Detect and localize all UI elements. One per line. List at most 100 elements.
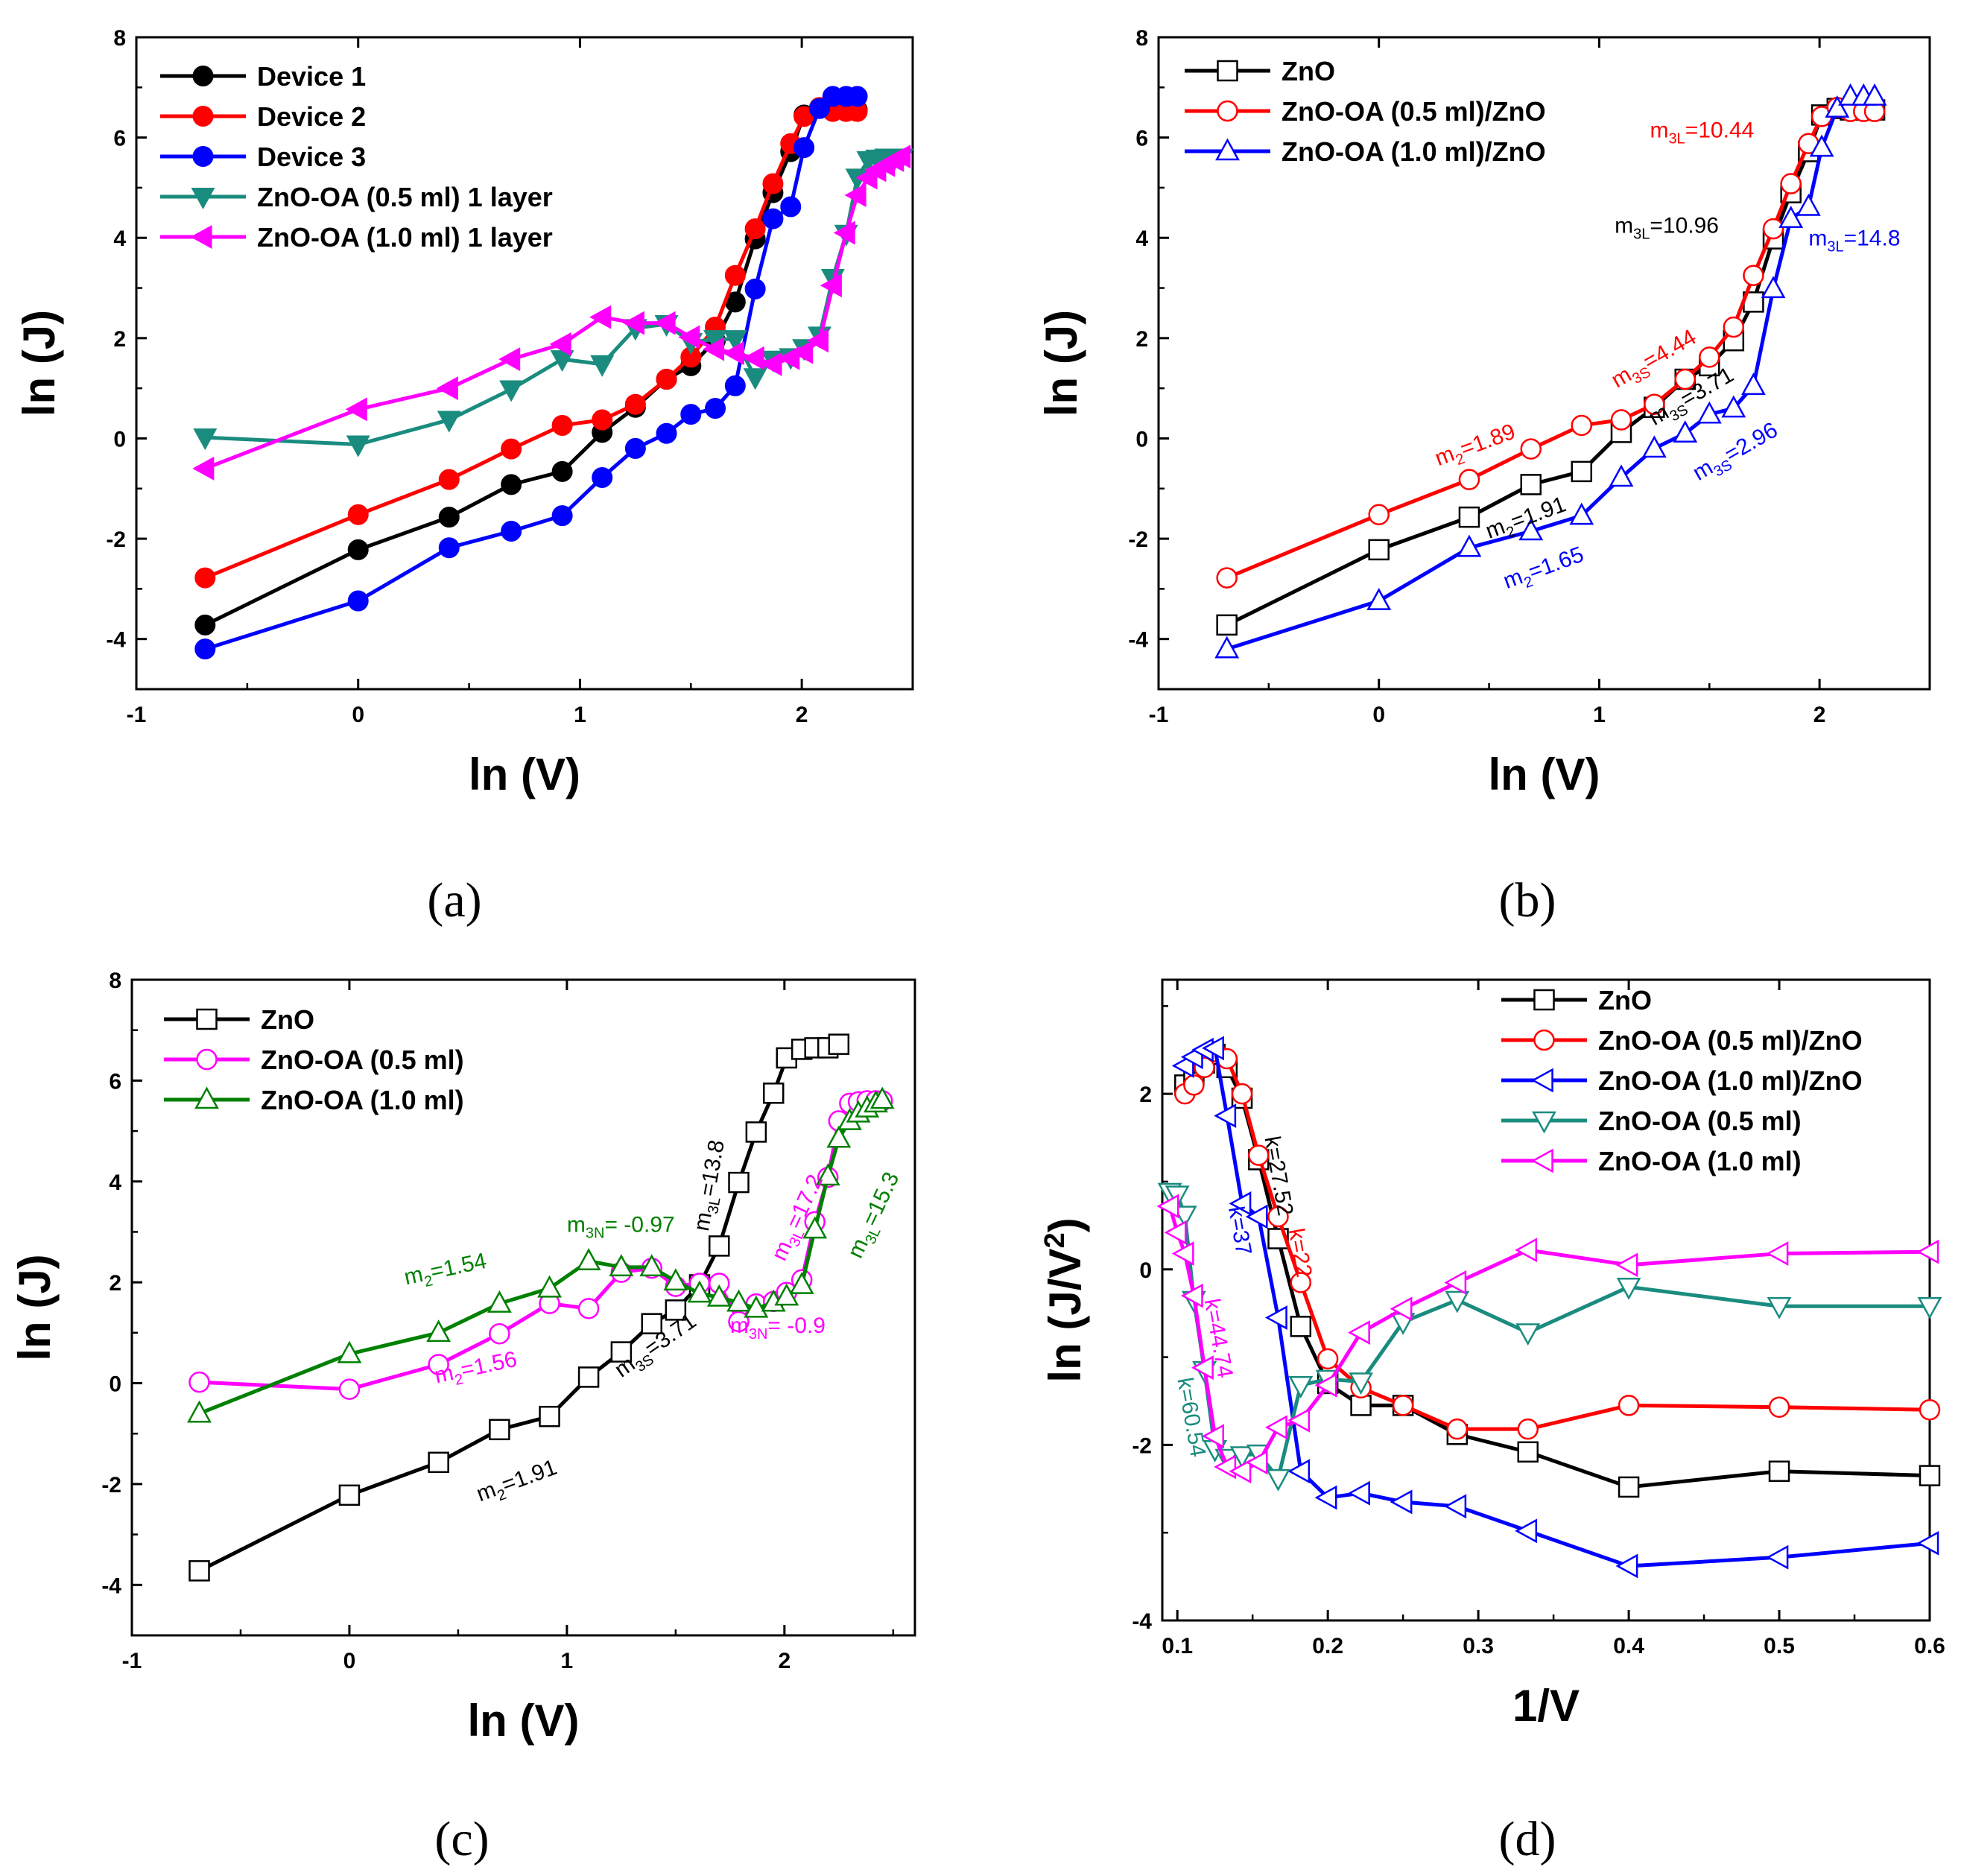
data-point — [428, 1451, 449, 1474]
legend-marker — [192, 106, 214, 127]
data-point — [762, 208, 784, 229]
data-point — [639, 1254, 665, 1277]
data-point — [1156, 1194, 1179, 1219]
x-tick-label: -1 — [127, 703, 147, 727]
legend: Device 1 Device 2 Device 3 ZnO-OA (0.5 ml) … — [160, 61, 553, 253]
data-point — [194, 614, 216, 636]
data-point — [192, 456, 215, 481]
data-point — [501, 474, 522, 495]
data-point — [1723, 316, 1745, 338]
series-zno-oa-1-0-ml- — [187, 1086, 895, 1423]
data-point — [1392, 1395, 1414, 1416]
data-point — [592, 466, 613, 488]
y-tick-label: -4 — [101, 1574, 121, 1598]
data-point — [1390, 1489, 1413, 1515]
data-point — [844, 183, 867, 208]
data-point — [789, 1271, 814, 1294]
slope-annotation: m2=1.54 — [402, 1249, 490, 1294]
data-point — [624, 393, 646, 415]
data-point — [705, 398, 726, 419]
slope-annotation: m3N= -0.9 — [730, 1313, 826, 1343]
data-point — [1768, 1396, 1790, 1418]
data-point — [1673, 420, 1698, 443]
data-point — [1919, 1399, 1941, 1421]
data-point — [1267, 1205, 1289, 1228]
x-axis-title: ln (V) — [468, 1696, 580, 1746]
data-point — [1202, 1036, 1224, 1061]
data-point — [745, 1121, 767, 1143]
data-point — [1231, 1083, 1253, 1105]
data-point — [1245, 1450, 1268, 1475]
legend-label: Device 3 — [257, 142, 366, 172]
data-point — [1287, 1459, 1311, 1484]
series-device-3 — [194, 86, 868, 660]
data-point — [762, 1083, 785, 1104]
data-point — [539, 1405, 560, 1427]
series-zno-oa-1-0-ml-zno — [1214, 83, 1887, 659]
data-point — [1248, 1144, 1270, 1166]
data-point — [622, 311, 644, 335]
data-point — [889, 145, 911, 169]
data-point — [1767, 1296, 1792, 1319]
x-tick-label: 0 — [1372, 703, 1385, 727]
y-tick-label: 4 — [113, 226, 126, 251]
slope-annotation: m3S=2.96 — [1689, 417, 1784, 489]
x-tick-label: 0 — [343, 1649, 356, 1673]
data-point — [1290, 1316, 1312, 1337]
slope-annotation: k=22 — [1284, 1226, 1317, 1279]
data-point — [1917, 1296, 1942, 1319]
data-point — [1348, 1480, 1370, 1506]
data-point — [1314, 1485, 1337, 1510]
legend: ZnO ZnO-OA (0.5 ml)/ZnO ZnO-OA (1.0 ml)/Zn… — [1185, 56, 1546, 167]
slope-annotation: k=60.54 — [1172, 1376, 1210, 1460]
data-point — [590, 355, 615, 377]
data-point — [1517, 1418, 1539, 1440]
y-tick-label: 8 — [1135, 26, 1148, 51]
legend-label: ZnO-OA (1.0 ml) — [261, 1085, 464, 1115]
data-point — [762, 173, 784, 194]
legend-label: ZnO — [1598, 985, 1652, 1015]
x-axis-title: ln (V) — [1489, 750, 1600, 799]
data-point — [687, 1280, 712, 1303]
legend-marker — [196, 1048, 218, 1071]
data-point — [1368, 539, 1390, 561]
y-tick-label: 2 — [109, 1271, 121, 1296]
data-point — [728, 1171, 750, 1194]
legend-label: ZnO — [261, 1004, 314, 1035]
x-tick-label: 1 — [561, 1649, 574, 1673]
data-point — [760, 352, 782, 376]
data-point — [337, 1340, 362, 1363]
data-point — [1517, 1441, 1539, 1463]
data-point — [1317, 1348, 1339, 1370]
data-point — [724, 375, 746, 396]
data-point — [537, 1275, 562, 1298]
legend-marker — [1533, 989, 1555, 1011]
data-point — [592, 409, 613, 431]
legend-marker — [1530, 1068, 1553, 1093]
data-point — [1520, 474, 1542, 495]
data-point — [703, 337, 725, 361]
legend-marker — [1532, 1111, 1556, 1134]
data-point — [438, 537, 460, 559]
data-point — [1809, 134, 1834, 157]
data-point — [1444, 1270, 1467, 1295]
slope-annotation: m3L=15.3 — [843, 1168, 907, 1264]
slope-annotation: m2=1.65 — [1500, 542, 1588, 598]
data-point — [1761, 276, 1786, 299]
data-point — [1615, 1252, 1638, 1278]
y-tick-label: -2 — [1132, 1433, 1152, 1458]
data-point — [780, 196, 802, 218]
y-tick-label: -2 — [106, 527, 126, 552]
data-point — [1444, 1494, 1467, 1519]
data-point — [1825, 95, 1850, 118]
data-point — [1571, 414, 1593, 437]
data-point — [1743, 291, 1764, 313]
slope-annotation: m2=1.91 — [473, 1455, 562, 1511]
data-point — [426, 1319, 452, 1343]
series-zno-oa-1-0-ml-1-layer — [192, 145, 911, 481]
legend: ZnO ZnO-OA (0.5 ml) ZnO-OA (1.0 ml) — [164, 1004, 464, 1115]
legend-marker — [1530, 1148, 1553, 1173]
data-point — [1214, 1454, 1237, 1480]
data-point — [791, 340, 814, 364]
